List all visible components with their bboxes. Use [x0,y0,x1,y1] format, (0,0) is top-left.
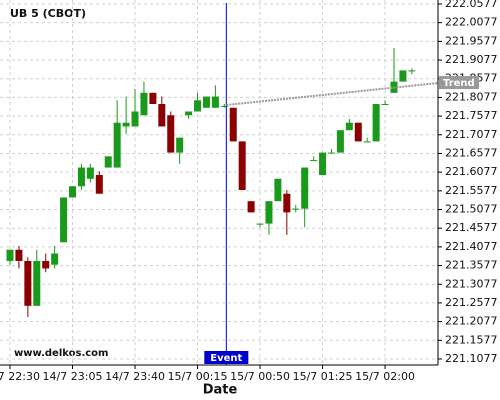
y-tick-label: 221.9577 [445,34,498,47]
candle-body [327,152,335,154]
y-tick-label: 221.3577 [445,259,498,272]
candle-body [176,137,184,153]
candle-body [238,141,246,190]
candle-body [131,111,139,127]
x-tick-label: 14/7 23:40 [105,370,165,383]
candle-body [336,130,344,153]
candle-body [301,167,309,209]
y-tick-label: 221.9077 [445,53,498,66]
y-tick-label: 222.0577 [445,0,498,10]
candle-body [122,122,130,127]
x-tick-label: 15/7 00:15 [168,370,228,383]
x-tick-label: 14/7 22:30 [0,370,40,383]
y-tick-label: 221.4577 [445,221,498,234]
candle-body [211,96,219,108]
candle-body [354,122,362,142]
candle-body [51,253,59,265]
candle-body [247,201,255,213]
candle-body [292,208,300,210]
candle-body [6,249,14,261]
candle-body [363,141,371,143]
watermark: www.delkos.com [14,348,108,359]
candle-body [274,178,282,202]
y-tick-label: 221.4077 [445,240,498,253]
trend-label: Trend [443,78,475,89]
y-tick-label: 221.5077 [445,203,498,216]
y-tick-label: 221.2077 [445,315,498,328]
candle-body [86,167,94,179]
y-tick-label: 221.1577 [445,333,498,346]
candle-body [104,156,112,168]
y-tick-label: 221.3077 [445,277,498,290]
candle-body [319,152,327,176]
y-tick-label: 221.1077 [445,352,498,365]
candle-body [202,96,210,108]
candle-body [256,223,264,225]
event-label-box [204,351,249,364]
candle-body [33,260,41,306]
chart-title: UB 5 (CBOT) [10,7,86,20]
candle-body [265,201,273,224]
candle-body [185,111,193,116]
y-tick-label: 222.0077 [445,16,498,29]
trend-label-box [439,76,479,90]
candle-body [95,175,103,194]
y-tick-label: 221.8077 [445,90,498,103]
candle-body [220,105,228,107]
y-tick-label: 221.5577 [445,184,498,197]
candle-body [113,122,121,168]
x-tick-label: 15/7 02:00 [355,370,415,383]
y-tick-label: 221.2577 [445,296,498,309]
candle-body [60,197,68,243]
candle-body [283,193,291,213]
x-tick-label: 15/7 01:25 [293,370,353,383]
x-axis-label: Date [203,383,238,398]
candle-body [158,104,166,127]
candle-body [167,115,175,153]
candle-body [372,104,380,142]
x-tick-label: 15/7 00:50 [230,370,290,383]
event-label: Event [210,353,242,364]
y-tick-label: 221.6577 [445,146,498,159]
y-tick-label: 221.7577 [445,109,498,122]
candle-body [229,107,237,142]
candle-body [310,160,318,162]
candle-body [69,186,77,198]
candle-body [399,70,407,82]
candle-body [77,167,85,187]
candle-body [149,92,157,105]
candle-body [194,100,202,112]
candle-body [408,70,416,72]
candle-body [15,249,23,261]
trend-line [226,82,439,106]
y-tick-label: 221.6077 [445,165,498,178]
y-tick-label: 221.7077 [445,128,498,141]
candle-body [42,260,50,269]
candle-body [381,104,389,106]
x-tick-label: 14/7 23:05 [43,370,103,383]
candle-body [24,260,32,306]
candle-body [140,92,148,116]
candle-body [345,122,353,131]
